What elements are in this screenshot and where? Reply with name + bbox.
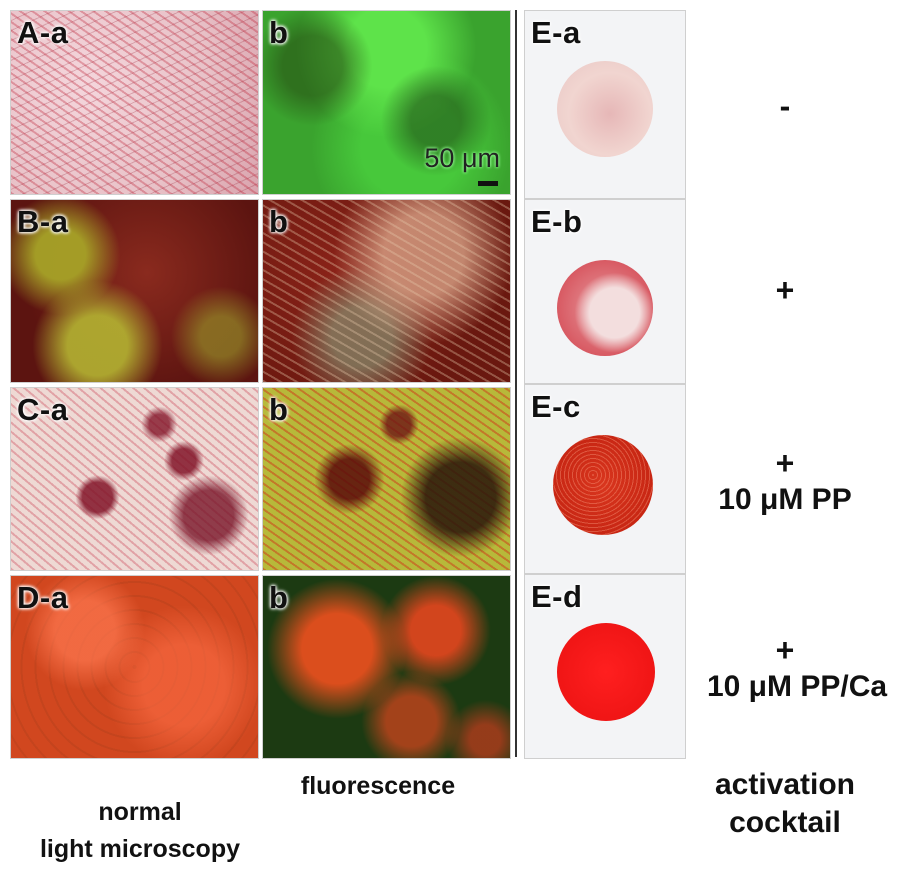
culture-dish (557, 61, 653, 157)
caption-light-microscopy-line2: light microscopy (39, 835, 241, 863)
condition-label-c-plus: + (775, 445, 795, 481)
panel-label: E-d (531, 579, 583, 614)
panel-E-d-stained-dish: E-d (524, 574, 686, 759)
caption-activation-line2: cocktail (729, 806, 841, 839)
scale-bar-label: 50 μm (424, 143, 500, 173)
panel-B-b-fluorescence: b (262, 199, 511, 383)
panel-label: b (269, 15, 289, 50)
panel-label: E-c (531, 389, 581, 424)
panel-A-a-light-micrograph: A-a (10, 10, 259, 195)
culture-dish (557, 623, 655, 721)
panel-label: D-a (17, 580, 69, 615)
condition-label-b: + (775, 272, 795, 308)
panel-D-a-light-micrograph: D-a (10, 575, 259, 759)
condition-label-a: - (779, 88, 791, 124)
caption-fluorescence: fluorescence (300, 772, 456, 800)
panel-label: b (269, 204, 289, 239)
panel-label: B-a (17, 204, 69, 239)
condition-label-c: 10 μM PP (718, 483, 852, 516)
panel-label: b (269, 580, 289, 615)
condition-label-d: 10 μM PP/Ca (706, 670, 888, 703)
panel-E-c-stained-dish: E-c (524, 384, 686, 574)
panel-C-b-fluorescence: b (262, 387, 511, 571)
column-divider (515, 10, 517, 757)
culture-dish (557, 260, 653, 356)
panel-label: A-a (17, 15, 69, 50)
panel-label: E-a (531, 15, 581, 50)
panel-A-b-fluorescence: b 50 μm (262, 10, 511, 195)
panel-E-a-stained-dish: E-a (524, 10, 686, 199)
panel-D-b-fluorescence: b (262, 575, 511, 759)
caption-light-microscopy-line1: normal (98, 798, 182, 826)
caption-activation-line1: activation (714, 768, 856, 801)
panel-C-a-light-micrograph: C-a (10, 387, 259, 571)
panel-label: E-b (531, 204, 583, 239)
panel-E-b-stained-dish: E-b (524, 199, 686, 384)
condition-label-d-plus: + (775, 632, 795, 668)
scale-bar (478, 181, 498, 186)
panel-label: C-a (17, 392, 69, 427)
culture-dish (553, 435, 653, 535)
panel-B-a-light-micrograph: B-a (10, 199, 259, 383)
panel-label: b (269, 392, 289, 427)
